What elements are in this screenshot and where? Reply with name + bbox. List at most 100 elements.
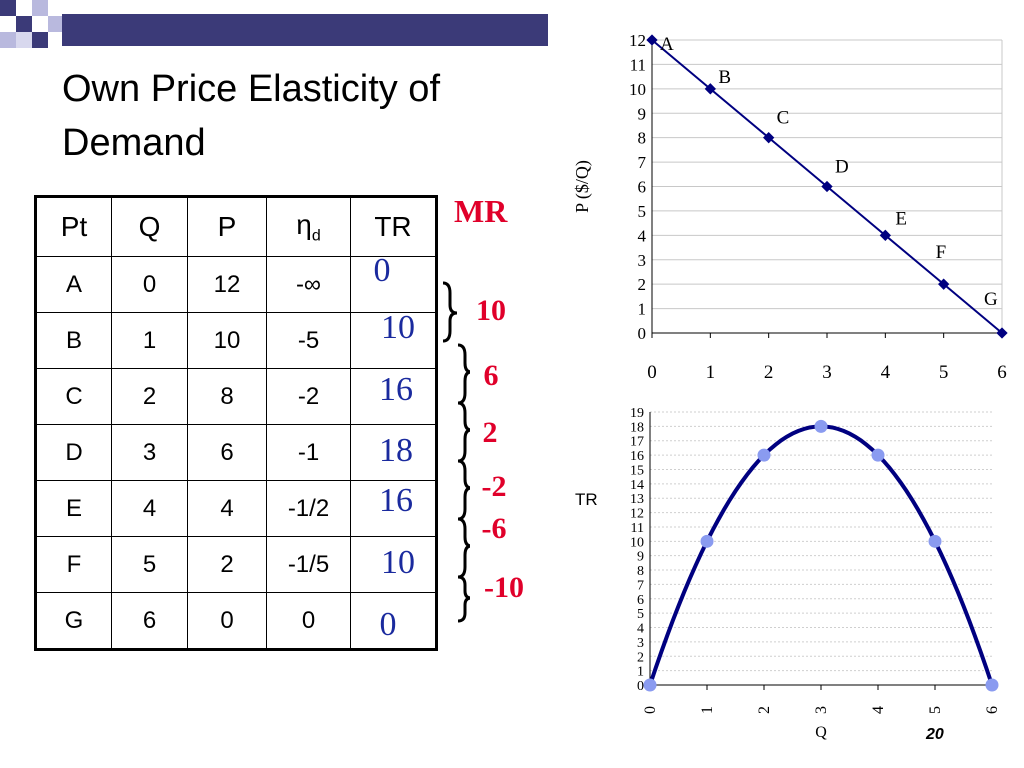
cell-q: 5 [111, 536, 188, 593]
cell-p: 0 [187, 592, 267, 650]
y-tick-label: 2 [638, 275, 647, 294]
cell-q: 4 [111, 480, 188, 537]
cell-eta: -1 [266, 424, 351, 481]
decorative-squares [0, 0, 64, 48]
cell-p: 2 [187, 536, 267, 593]
header-eta-subscript: d [311, 227, 321, 245]
mr-brackets [442, 281, 470, 623]
y-tick-label: 11 [631, 521, 644, 536]
elasticity-table: Pt Q P ηd TR A 0 12 -∞ B 1 10 -5 C 2 8 -2 D 3 6 -1 E… [34, 195, 438, 651]
x-tick-label: 5 [927, 706, 944, 714]
y-tick-label: 8 [637, 564, 644, 579]
cell-pt: G [35, 592, 112, 650]
y-axis-label: TR [575, 490, 598, 509]
cell-q: 0 [111, 256, 188, 313]
y-tick-label: 12 [630, 507, 644, 522]
point-label: A [660, 34, 674, 55]
slide-title: Own Price Elasticity of Demand [62, 62, 582, 170]
cell-pt: C [35, 368, 112, 425]
cell-pt: E [35, 480, 112, 537]
cell-p: 12 [187, 256, 267, 313]
y-tick-label: 2 [637, 650, 644, 665]
y-tick-label: 16 [630, 449, 644, 464]
tr-value: 16 [379, 371, 413, 408]
data-point [879, 229, 891, 241]
cell-pt: B [35, 312, 112, 369]
cell-q: 6 [111, 592, 188, 650]
data-point [643, 678, 657, 692]
cell-pt: A [35, 256, 112, 313]
header-band [62, 14, 548, 46]
tr-value: 0 [373, 252, 391, 289]
point-label: D [835, 157, 849, 178]
table-header-row: Pt Q P ηd TR [35, 196, 437, 257]
y-tick-label: 1 [638, 300, 647, 319]
header-eta-symbol: η [296, 208, 312, 240]
x-tick-label: 2 [764, 362, 774, 383]
y-tick-label: 7 [638, 153, 647, 172]
header-q: Q [111, 196, 188, 257]
point-label: C [777, 108, 790, 129]
mr-label: MR [454, 193, 508, 229]
header-eta: ηd [266, 196, 351, 257]
y-tick-label: 4 [637, 622, 644, 637]
mr-value: -6 [481, 512, 507, 545]
x-tick-label: 1 [706, 362, 716, 383]
tr-value: 16 [379, 482, 413, 519]
mr-value: 2 [482, 416, 498, 449]
y-tick-label: 14 [630, 478, 644, 493]
cell-eta: -∞ [266, 256, 351, 313]
cell-p: 8 [187, 368, 267, 425]
tr-value: 18 [379, 432, 413, 469]
x-tick-label: 6 [997, 362, 1007, 383]
mr-value: -2 [481, 470, 507, 503]
y-tick-label: 4 [638, 226, 647, 245]
cell-tr [350, 592, 437, 650]
y-tick-label: 6 [638, 178, 647, 197]
data-point [985, 678, 999, 692]
page-number: 20 [926, 726, 944, 743]
point-label: B [718, 67, 731, 88]
mr-value: 6 [483, 359, 499, 392]
cell-eta: -5 [266, 312, 351, 369]
x-tick-label: 4 [870, 706, 887, 714]
tr-value: 0 [379, 606, 397, 643]
y-tick-label: 10 [629, 80, 646, 99]
y-tick-label: 1 [637, 665, 644, 680]
y-axis-label: P ($/Q) [572, 160, 593, 213]
data-point [814, 419, 828, 433]
tr-curve [648, 424, 994, 686]
x-tick-label: 2 [756, 706, 773, 714]
x-tick-label: 3 [813, 706, 830, 714]
cell-eta: -2 [266, 368, 351, 425]
point-label: F [936, 242, 947, 263]
cell-pt: D [35, 424, 112, 481]
data-point [700, 534, 714, 548]
data-point [928, 534, 942, 548]
y-tick-label: 19 [630, 406, 644, 421]
x-tick-label: 3 [822, 362, 832, 383]
cell-eta: -1/5 [266, 536, 351, 593]
tr-value: 10 [381, 309, 415, 346]
header-p: P [187, 196, 267, 257]
table-row: E 4 4 -1/2 [35, 480, 437, 537]
cell-pt: F [35, 536, 112, 593]
x-axis-label: Q [815, 724, 827, 741]
cell-eta: 0 [266, 592, 351, 650]
y-tick-label: 8 [638, 129, 647, 148]
x-tick-label: 0 [647, 362, 657, 383]
x-tick-label: 0 [642, 706, 659, 714]
x-tick-label: 1 [699, 706, 716, 714]
data-point [871, 448, 885, 462]
cell-eta: -1/2 [266, 480, 351, 537]
slide-title-line1: Own Price Elasticity of [62, 68, 440, 110]
table-row: D 3 6 -1 [35, 424, 437, 481]
cell-tr [350, 536, 437, 593]
y-tick-label: 9 [638, 104, 647, 123]
x-tick-label: 6 [984, 706, 1001, 714]
y-tick-label: 0 [638, 324, 647, 343]
y-tick-label: 18 [630, 420, 644, 435]
y-tick-label: 7 [637, 578, 644, 593]
